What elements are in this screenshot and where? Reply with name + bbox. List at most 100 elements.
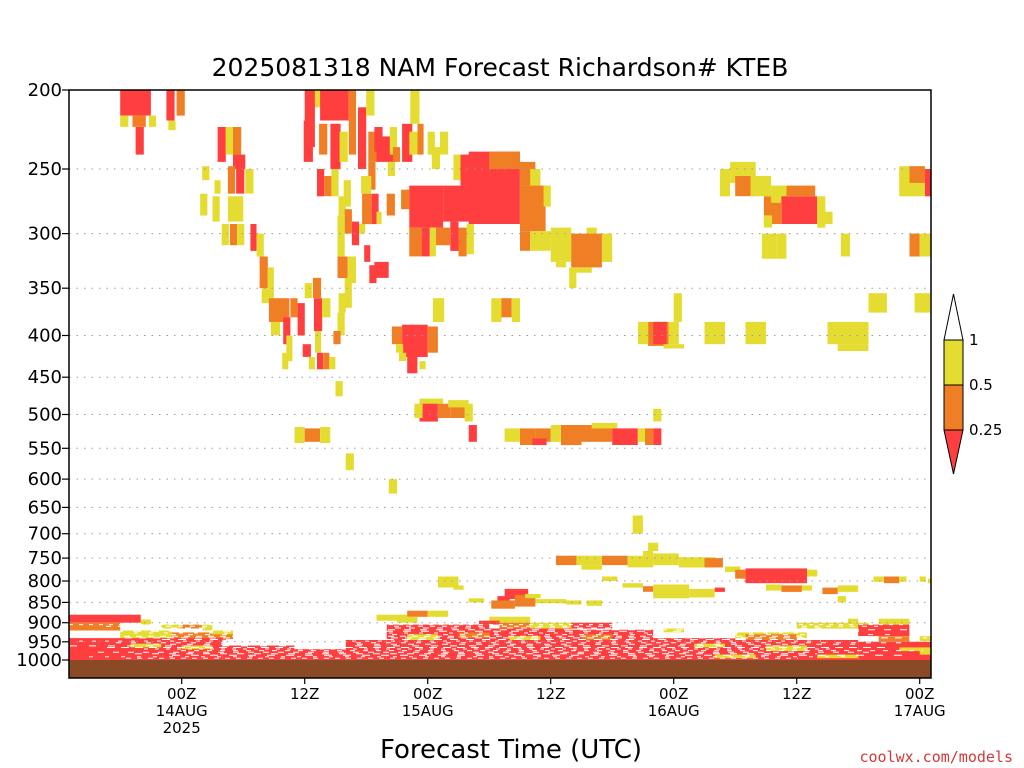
ri-cell [317, 169, 325, 197]
ri-cell [438, 576, 459, 588]
ri-cell [290, 298, 298, 318]
x-tick-label: 00Z [905, 685, 934, 703]
ri-cell [168, 120, 176, 131]
ri-cell [678, 557, 715, 568]
ri-cell [458, 632, 490, 639]
ri-cell [304, 428, 321, 442]
ri-cell [261, 288, 270, 304]
ri-cell [338, 293, 346, 313]
ri-cell [440, 131, 449, 155]
ri-cell [237, 224, 245, 246]
ri-cell [837, 344, 869, 351]
ri-cell [817, 196, 826, 228]
ri-cell [766, 645, 807, 651]
ri-cell [337, 256, 348, 278]
ri-cell [801, 585, 813, 591]
ri-cell [345, 640, 387, 660]
x-tick-label: 12Z [782, 685, 811, 703]
x-axis-label: Forecast Time (UTC) [380, 735, 642, 765]
ri-cell [535, 428, 551, 442]
ri-cell [270, 321, 281, 336]
gridlines [69, 168, 931, 643]
y-tick-label: 200 [28, 80, 62, 101]
ri-cell [120, 630, 172, 639]
ground-surface [69, 660, 931, 678]
ri-cell [315, 331, 322, 353]
ri-cell [297, 303, 305, 336]
ri-cell [409, 131, 418, 155]
ri-cell [909, 233, 920, 257]
ri-cell [489, 616, 531, 623]
ri-cell [200, 193, 208, 216]
ri-cell [314, 298, 323, 332]
ri-cell [337, 215, 345, 257]
colorbar-label: 0.25 [969, 421, 1002, 439]
ri-cell [333, 331, 341, 345]
ri-cell [899, 647, 931, 652]
ri-cell [331, 169, 339, 197]
ri-cell [135, 127, 144, 155]
ri-cell [302, 344, 311, 357]
ri-cell [347, 256, 356, 284]
ri-cell [883, 576, 900, 584]
ri-cell [202, 166, 210, 181]
ri-cell [421, 227, 430, 257]
ri-cell [689, 588, 715, 598]
ri-cell [319, 123, 328, 155]
ri-cell [643, 551, 654, 556]
ri-cell [392, 147, 401, 162]
ri-cell [530, 231, 551, 251]
ri-cell [627, 555, 654, 568]
ri-cell [294, 427, 305, 443]
y-tick-label: 750 [28, 548, 62, 569]
ri-cell [245, 169, 254, 194]
y-axis: 200 250 300 350 400 450 500 550 600 650 700 7508008… [16, 80, 69, 671]
ri-cell [364, 245, 371, 262]
ri-cell [225, 127, 233, 155]
ri-cell [120, 90, 151, 116]
ri-cell [909, 166, 925, 183]
ri-cell [653, 553, 679, 566]
ri-cell [776, 233, 787, 259]
ri-cell [217, 127, 226, 162]
ri-cell [514, 594, 536, 607]
ri-cell [714, 587, 725, 592]
y-tick-label: 800 [28, 571, 62, 592]
ri-cell [571, 555, 602, 566]
ri-cell [543, 185, 551, 207]
ri-cell [282, 352, 289, 370]
ri-cell [919, 576, 926, 582]
ri-cell [148, 115, 157, 127]
ri-cell [414, 403, 423, 418]
ri-cell [407, 610, 428, 617]
chart-title: 2025081318 NAM Forecast Richardson# KTEB [212, 53, 789, 82]
ri-cell [745, 634, 797, 640]
ri-cell [227, 166, 236, 194]
y-tick-label: 450 [28, 367, 62, 388]
ri-cell [817, 654, 859, 659]
ri-cell [745, 321, 766, 345]
ri-cell [453, 154, 461, 181]
ri-cell [520, 231, 531, 251]
ri-cell [550, 227, 572, 262]
y-tick-label: 850 [28, 592, 62, 613]
x-tick-label: 15AUG [402, 702, 454, 720]
ri-cell [520, 428, 536, 445]
ri-cell [410, 90, 420, 108]
ri-cell [419, 400, 438, 422]
ri-cell [294, 649, 346, 660]
ri-cell [402, 123, 413, 162]
ri-cell [69, 614, 141, 623]
ri-cell [345, 453, 354, 471]
ri-cell [602, 576, 618, 581]
ground-layer [69, 660, 931, 678]
ri-cell [919, 636, 931, 642]
ri-cell [391, 326, 403, 345]
ri-cell [914, 293, 930, 313]
ri-cell [873, 576, 884, 582]
ri-cell [386, 193, 395, 216]
ri-cell [202, 624, 213, 631]
ri-cell [837, 596, 846, 603]
site-credit: coolwx.com/models [859, 748, 1013, 766]
ri-cell [409, 227, 422, 257]
